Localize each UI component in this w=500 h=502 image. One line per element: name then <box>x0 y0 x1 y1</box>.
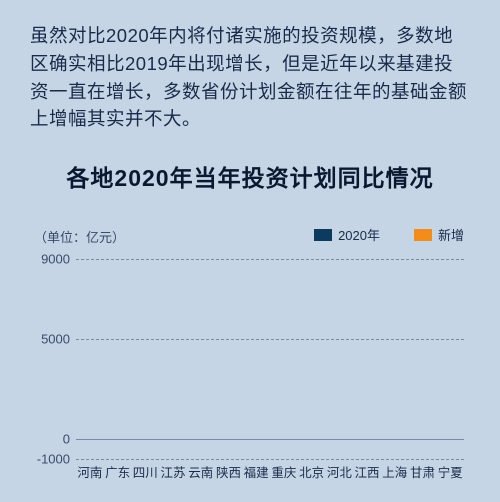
x-tick-label: 福建 <box>242 462 270 481</box>
plot-region: 900050000-1000 <box>76 259 464 459</box>
chart-area: （单位：亿元） 2020年 新增 900050000-1000 河南广东四川江苏… <box>30 227 470 487</box>
page-root: 虽然对比2020年内将付诸实施的投资规模，多数地区确实相比2019年出现增长，但… <box>0 0 500 502</box>
legend-label-2020: 2020年 <box>338 225 380 244</box>
x-axis: 河南广东四川江苏云南陕西福建重庆北京河北江西上海甘肃宁夏 <box>76 462 464 481</box>
x-tick-label: 宁夏 <box>436 462 464 481</box>
x-tick-label: 上海 <box>381 462 409 481</box>
bar-slot <box>353 259 381 459</box>
legend-item-new: 新增 <box>414 225 464 244</box>
x-tick-label: 江西 <box>353 462 381 481</box>
y-tick-label: 5000 <box>30 332 70 347</box>
x-tick-label: 北京 <box>298 462 326 481</box>
legend-swatch-new <box>414 229 432 241</box>
bar-slot <box>104 259 132 459</box>
bar-slot <box>325 259 353 459</box>
y-tick-label: 9000 <box>30 252 70 267</box>
bar-slot <box>159 259 187 459</box>
unit-label: （单位：亿元） <box>34 227 125 246</box>
bar-slot <box>187 259 215 459</box>
bar-slot <box>381 259 409 459</box>
y-tick-label: -1000 <box>30 452 70 467</box>
x-tick-label: 江苏 <box>159 462 187 481</box>
bar-slot <box>131 259 159 459</box>
x-tick-label: 甘肃 <box>409 462 437 481</box>
bar-slot <box>409 259 437 459</box>
bar-slot <box>270 259 298 459</box>
legend-label-new: 新增 <box>438 225 464 244</box>
intro-paragraph: 虽然对比2020年内将付诸实施的投资规模，多数地区确实相比2019年出现增长，但… <box>30 22 470 133</box>
x-tick-label: 重庆 <box>270 462 298 481</box>
bar-slot <box>215 259 243 459</box>
bar-slot <box>242 259 270 459</box>
bar-slot <box>298 259 326 459</box>
bar-slot <box>76 259 104 459</box>
x-tick-label: 陕西 <box>215 462 243 481</box>
chart-title: 各地2020年当年投资计划同比情况 <box>30 159 470 193</box>
legend-item-2020: 2020年 <box>314 225 380 244</box>
bar-slot <box>436 259 464 459</box>
gridline <box>76 459 464 460</box>
x-tick-label: 广东 <box>104 462 132 481</box>
legend: 2020年 新增 <box>314 225 464 244</box>
y-tick-label: 0 <box>30 432 70 447</box>
x-tick-label: 云南 <box>187 462 215 481</box>
legend-swatch-2020 <box>314 229 332 241</box>
x-tick-label: 河南 <box>76 462 104 481</box>
x-tick-label: 河北 <box>325 462 353 481</box>
bars-container <box>76 259 464 459</box>
x-tick-label: 四川 <box>131 462 159 481</box>
